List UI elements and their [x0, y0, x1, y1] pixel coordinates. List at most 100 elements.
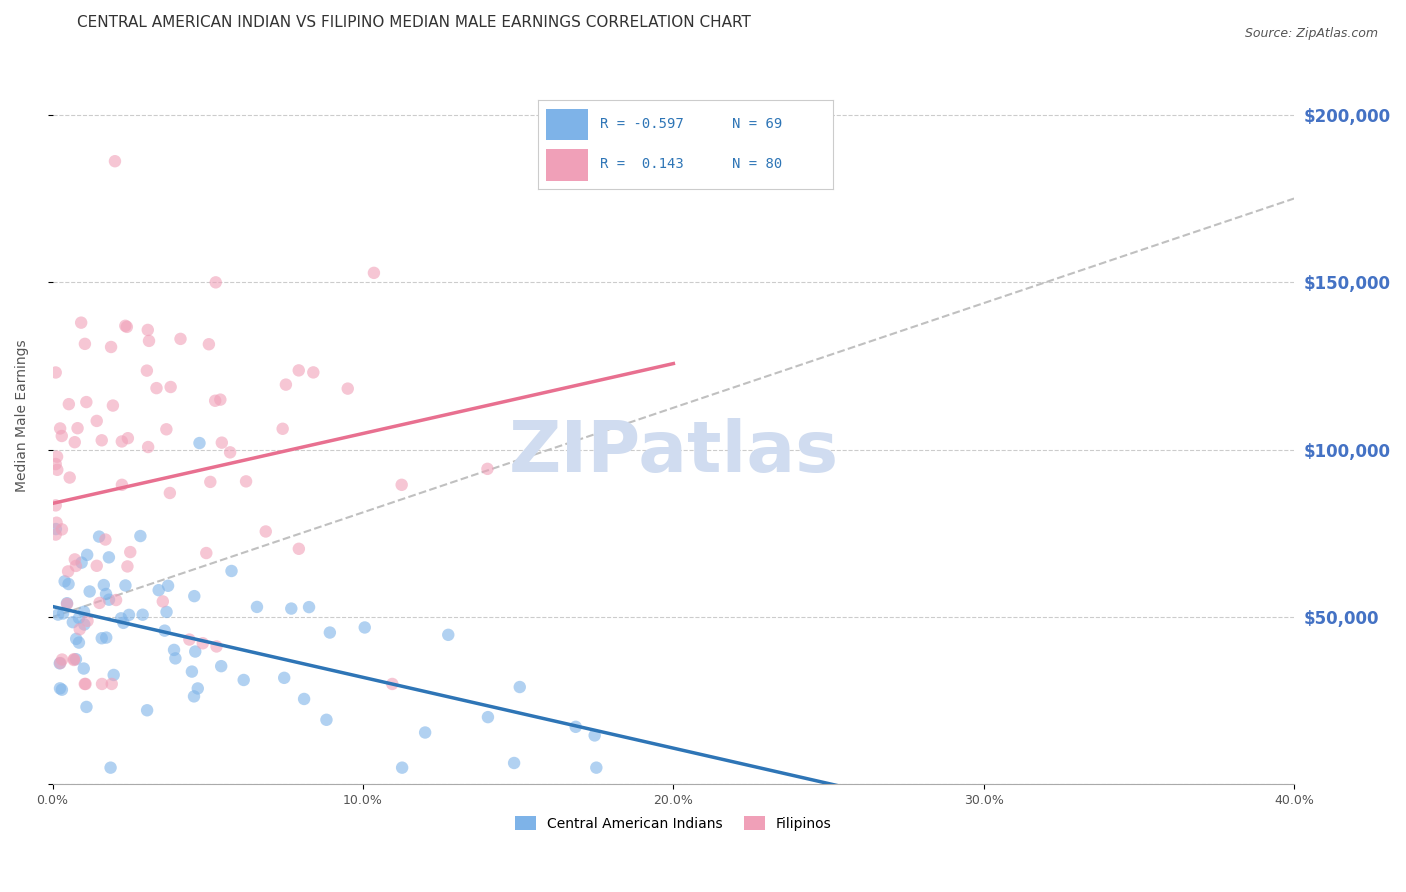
Point [49, 681, 72, 696]
Point [73, 336, 96, 351]
Point [49, 421, 72, 435]
Point [183, 589, 205, 603]
Point [205, 640, 228, 654]
Point [46, 450, 69, 464]
Point [73, 661, 96, 675]
Point [302, 365, 325, 379]
Point [53, 574, 76, 589]
Point [155, 422, 177, 436]
Point [564, 720, 586, 734]
Point [273, 671, 295, 685]
Point [45, 366, 67, 380]
Point [184, 644, 207, 658]
Point [292, 692, 315, 706]
Point [188, 436, 211, 450]
Point [111, 478, 134, 492]
Point [145, 381, 167, 395]
Text: N = 80: N = 80 [733, 158, 783, 171]
Point [583, 728, 606, 742]
Point [115, 319, 138, 334]
Point [477, 462, 499, 476]
Point [153, 624, 176, 638]
Point [51, 522, 73, 536]
Legend: Central American Indians, Filipinos: Central American Indians, Filipinos [510, 811, 837, 837]
Point [183, 690, 205, 704]
Point [70, 316, 93, 330]
Point [114, 578, 136, 592]
Point [221, 564, 243, 578]
Point [67, 611, 90, 625]
Point [73, 677, 96, 691]
Point [112, 615, 135, 630]
Point [219, 445, 242, 459]
Point [73, 617, 96, 632]
Point [90, 632, 112, 646]
Point [73, 605, 96, 619]
Point [298, 600, 321, 615]
Point [94, 587, 117, 601]
Point [381, 677, 404, 691]
Point [96, 631, 118, 645]
Point [254, 524, 277, 539]
Point [246, 599, 269, 614]
Point [195, 546, 218, 560]
Point [100, 340, 122, 354]
Point [200, 475, 222, 489]
Point [120, 545, 142, 559]
Point [98, 592, 121, 607]
Point [110, 611, 132, 625]
Text: R = -0.597: R = -0.597 [599, 118, 683, 131]
Point [288, 541, 311, 556]
Point [271, 422, 294, 436]
Point [585, 761, 607, 775]
Point [45, 522, 67, 536]
Point [65, 632, 87, 646]
Point [69, 622, 91, 636]
Point [503, 756, 526, 770]
Point [135, 363, 157, 377]
Point [111, 434, 134, 449]
Point [136, 703, 159, 717]
Point [90, 434, 112, 448]
Point [180, 665, 202, 679]
Point [509, 680, 531, 694]
Point [187, 681, 209, 696]
Point [274, 377, 297, 392]
Point [79, 584, 101, 599]
Point [209, 392, 232, 407]
Text: CENTRAL AMERICAN INDIAN VS FILIPINO MEDIAN MALE EARNINGS CORRELATION CHART: CENTRAL AMERICAN INDIAN VS FILIPINO MEDI… [77, 15, 751, 30]
Point [319, 625, 342, 640]
Point [152, 594, 174, 608]
Point [91, 677, 114, 691]
Point [391, 761, 413, 775]
Point [169, 332, 191, 346]
Point [280, 601, 302, 615]
Point [114, 318, 136, 333]
Point [70, 556, 93, 570]
Point [63, 653, 86, 667]
Point [65, 558, 87, 573]
Y-axis label: Median Male Earnings: Median Male Earnings [15, 340, 30, 492]
Point [52, 607, 75, 621]
Point [391, 478, 413, 492]
Point [63, 435, 86, 450]
Point [94, 533, 117, 547]
Point [100, 761, 122, 775]
Point [165, 651, 187, 665]
Point [62, 615, 84, 630]
Point [138, 334, 160, 348]
Point [129, 529, 152, 543]
Point [45, 457, 67, 471]
Point [59, 470, 82, 484]
Point [437, 628, 460, 642]
Point [58, 397, 80, 411]
Point [117, 559, 139, 574]
Point [75, 677, 97, 691]
Point [89, 596, 111, 610]
Point [204, 276, 226, 290]
Point [87, 530, 110, 544]
Point [49, 656, 72, 670]
Point [131, 607, 153, 622]
FancyBboxPatch shape [547, 149, 588, 180]
Point [56, 596, 79, 610]
